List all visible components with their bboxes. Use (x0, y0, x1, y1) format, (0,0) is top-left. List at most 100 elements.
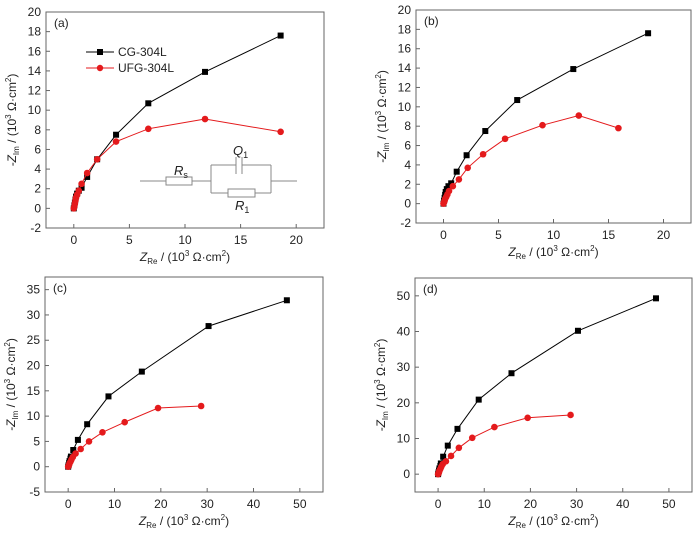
circuit-label-r1: R1 (235, 198, 249, 215)
data-point (645, 30, 652, 37)
data-point (448, 180, 455, 187)
data-point (84, 421, 91, 428)
data-point (455, 176, 463, 183)
x-tick-label: 0 (65, 497, 72, 511)
data-point (455, 444, 463, 452)
data-point (75, 187, 83, 194)
data-point (442, 458, 450, 465)
data-point (570, 66, 577, 73)
data-point (202, 68, 209, 75)
y-tick-label: 0 (33, 460, 40, 474)
data-point (491, 423, 498, 431)
resistor-rs (165, 176, 193, 186)
y-tick-label: 35 (27, 283, 41, 297)
y-tick-label: 0 (403, 467, 410, 481)
x-tick-label: 15 (602, 228, 616, 242)
data-point (277, 128, 284, 136)
series-line (67, 405, 202, 467)
y-tick-label: 16 (28, 44, 42, 58)
x-tick-label: 20 (524, 497, 538, 511)
y-tick-label: 18 (28, 25, 42, 39)
x-axis-label: ZRe / (103 Ω·cm2) (507, 244, 598, 261)
plot-frame (45, 11, 325, 229)
data-point (524, 414, 531, 422)
circuit-label-rs: Rs (174, 163, 188, 180)
y-tick-label: 40 (397, 325, 411, 339)
series-line (437, 297, 657, 475)
x-axis-label: ZRe / (103 Ω·cm2) (138, 513, 229, 530)
data-point (447, 452, 455, 460)
y-tick-label: 15 (27, 384, 41, 398)
legend: CG-304L UFG-304L (86, 45, 174, 75)
x-tick-label: 5 (495, 228, 502, 242)
data-point (113, 131, 120, 138)
y-tick-label: 14 (28, 64, 42, 78)
y-tick-label: 14 (398, 61, 412, 75)
data-point (205, 323, 212, 330)
data-point (201, 115, 209, 123)
y-tick-label: -2 (400, 216, 411, 230)
y-tick-label: 8 (34, 123, 41, 137)
x-axis-label: ZRe / (103 Ω·cm2) (139, 249, 230, 266)
y-axis-label: -ZIm / (103 Ω·cm2) (374, 70, 391, 163)
series-line (67, 299, 288, 467)
x-tick-label: 5 (126, 233, 133, 247)
y-tick-label: -2 (30, 221, 41, 235)
circuit-label-q1: Q1 (233, 143, 248, 160)
x-tick-label: 10 (547, 228, 561, 242)
data-point (445, 187, 453, 195)
data-point (105, 393, 112, 400)
data-point (74, 436, 81, 443)
panel-c: 0 10 20 30 40 50 -5 0 5 10 15 20 25 30 35 (c) ZRe / (103… (3, 276, 324, 530)
y-tick-label: 20 (27, 359, 41, 373)
y-tick-label: 2 (34, 182, 41, 196)
data-point (615, 124, 622, 132)
legend-marker-ufg (96, 64, 104, 72)
data-point (444, 442, 451, 449)
x-tick-label: 40 (247, 497, 261, 511)
data-point (501, 135, 509, 143)
series-ufg-304l (434, 411, 574, 478)
data-point (449, 182, 457, 190)
x-tick-label: 20 (154, 497, 168, 511)
data-point (453, 168, 460, 175)
data-point (145, 100, 152, 107)
plot-frame (415, 9, 692, 224)
y-tick-label: 6 (34, 142, 41, 156)
circuit-labels: Rs Q1 R1 (174, 143, 249, 215)
x-tick-label: 10 (478, 497, 492, 511)
equivalent-circuit-inset (140, 157, 297, 198)
panel-b: 0 5 10 15 20 -2 0 2 4 6 8 10 12 14 16 18 20 (b) ZRe / (103… (374, 3, 692, 261)
y-tick-label: 0 (34, 201, 41, 215)
data-point (78, 184, 85, 191)
data-point (112, 138, 120, 145)
y-tick-label: 10 (28, 103, 42, 117)
data-point (145, 125, 152, 133)
x-tick-label: 10 (178, 233, 192, 247)
x-tick-label: 40 (616, 497, 630, 511)
y-tick-label: 20 (398, 3, 412, 17)
legend-label-cg: CG-304L (118, 45, 167, 59)
data-point (277, 32, 284, 39)
data-point (93, 155, 101, 163)
x-tick-label: 15 (234, 233, 248, 247)
series-line (443, 32, 649, 204)
x-tick-label: 0 (440, 228, 447, 242)
y-tick-label: -5 (29, 485, 40, 499)
data-point (479, 150, 487, 158)
y-tick-label: 5 (33, 434, 40, 448)
y-axis-label: -ZIm / (103 Ω·cm2) (3, 338, 20, 431)
resistor-r1 (227, 188, 256, 198)
panel-label: (a) (54, 16, 69, 30)
legend-label-ufg: UFG-304L (118, 61, 174, 75)
series-ufg-304l (64, 402, 205, 471)
data-point (475, 396, 482, 403)
series-cg-304l (435, 295, 659, 478)
data-point (84, 173, 91, 180)
data-point (567, 411, 574, 419)
data-point (85, 438, 93, 445)
panel-d: 0 10 20 30 40 50 0 10 20 30 40 50 (d) ZRe / (103 Ω·cm… (373, 277, 693, 530)
plot-frame (44, 276, 324, 493)
y-tick-label: 50 (397, 289, 411, 303)
